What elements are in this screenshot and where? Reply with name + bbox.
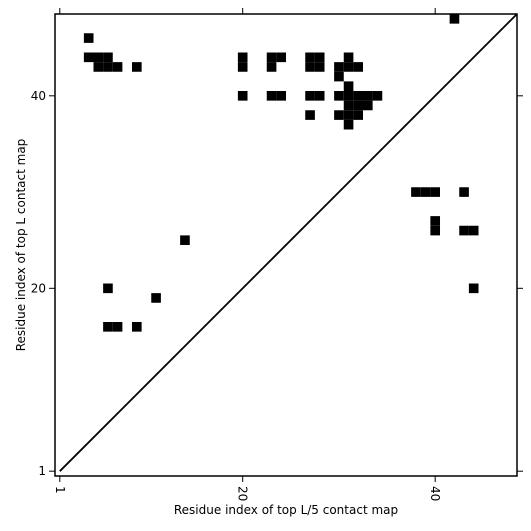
contact-cell (103, 322, 113, 332)
contact-cell (237, 52, 248, 63)
contact-cell (420, 187, 431, 197)
contact-cell (353, 91, 364, 101)
contact-cell (334, 71, 344, 82)
contact-cell (430, 225, 441, 236)
contact-cell (93, 62, 104, 72)
contact-cell (83, 33, 94, 43)
contact-cell (411, 187, 421, 197)
x-tick-label: 40 (428, 486, 442, 501)
contact-cell (343, 110, 354, 120)
contact-cell (266, 62, 277, 72)
contact-cell (353, 100, 364, 111)
contact-cell (93, 52, 104, 63)
contact-cell (334, 91, 344, 101)
contact-cell (343, 100, 354, 111)
contact-cell (132, 62, 142, 72)
contact-cell (430, 187, 441, 197)
contact-cell (151, 293, 161, 303)
contact-cell (343, 119, 354, 130)
contact-cell (276, 52, 287, 63)
contact-cell (112, 322, 123, 332)
contact-cell (334, 110, 344, 120)
axis-ticks: 1 20 40 1 20 40 (31, 8, 523, 501)
contact-cell (305, 62, 315, 72)
x-tick-label: 20 (236, 486, 250, 501)
contact-cell (459, 187, 469, 197)
contact-cell (459, 225, 469, 236)
contact-cell (305, 52, 315, 63)
x-tick-label: 1 (53, 486, 67, 494)
contact-cell (305, 110, 315, 120)
contact-cell (372, 91, 383, 101)
contact-cell (343, 91, 354, 101)
contact-cell (103, 52, 113, 63)
contact-cell (449, 14, 460, 24)
contact-cell (83, 52, 94, 63)
contact-cell (314, 52, 325, 63)
contact-cell (305, 91, 315, 101)
plot-frame (54, 13, 518, 477)
contact-cell (334, 62, 344, 72)
contact-cell (430, 216, 441, 226)
y-tick-label: 40 (31, 89, 46, 103)
contact-cell (363, 100, 373, 111)
contact-cell (237, 62, 248, 72)
contact-cell (237, 91, 248, 101)
diagonal-line (59, 13, 518, 472)
contact-cell (276, 91, 287, 101)
contact-cells (83, 14, 479, 332)
y-tick-label: 20 (31, 281, 46, 295)
contact-cell (363, 91, 373, 101)
contact-cell (353, 62, 364, 72)
contact-cell (468, 225, 479, 236)
contact-cell (343, 81, 354, 92)
contact-cell (103, 283, 113, 294)
contact-cell (353, 110, 364, 120)
contact-cell (314, 62, 325, 72)
contact-cell (266, 52, 277, 63)
y-tick-label: 1 (38, 464, 46, 478)
contact-cell (343, 52, 354, 63)
contact-cell (468, 283, 479, 294)
x-axis-label: Residue index of top L/5 contact map (174, 503, 398, 517)
contact-cell (266, 91, 277, 101)
y-axis-label: Residue index of top L contact map (14, 139, 28, 352)
contact-cell (103, 62, 113, 72)
contact-cell (343, 62, 354, 72)
contact-cell (180, 235, 190, 246)
contact-cell (132, 322, 142, 332)
contact-cell (314, 91, 325, 101)
contact-cell (112, 62, 123, 72)
